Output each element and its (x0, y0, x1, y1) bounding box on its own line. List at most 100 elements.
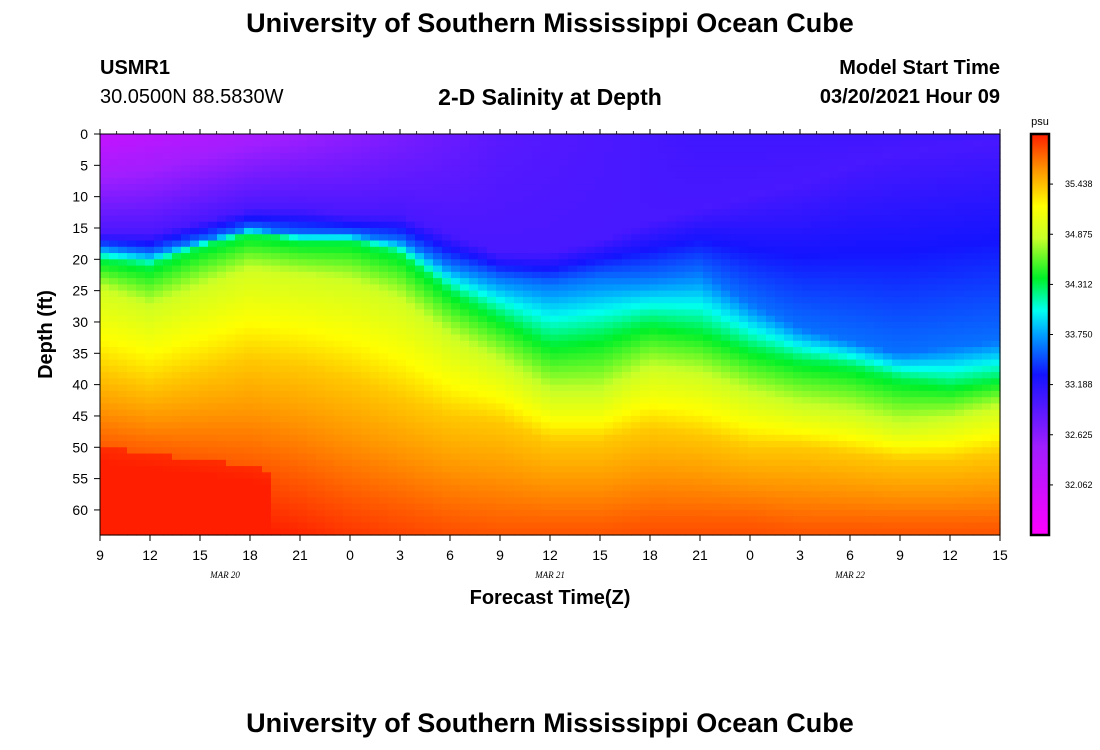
heatmap-cell (343, 309, 353, 317)
heatmap-cell (172, 484, 182, 492)
heatmap-cell (442, 434, 452, 442)
heatmap-cell (595, 315, 605, 323)
heatmap-cell (586, 390, 596, 398)
heatmap-cell (460, 447, 470, 455)
heatmap-cell (613, 409, 623, 417)
heatmap-cell (397, 190, 407, 198)
heatmap-cell (127, 478, 137, 486)
heatmap-cell (721, 146, 731, 154)
heatmap-cell (757, 328, 767, 336)
heatmap-cell (208, 353, 218, 361)
heatmap-cell (622, 259, 632, 267)
heatmap-cell (316, 152, 326, 160)
heatmap-cell (343, 215, 353, 223)
heatmap-cell (523, 296, 533, 304)
heatmap-cell (505, 315, 515, 323)
heatmap-cell (289, 315, 299, 323)
heatmap-cell (415, 177, 425, 185)
heatmap-cell (550, 347, 560, 354)
heatmap-cell (694, 184, 704, 191)
heatmap-cell (397, 472, 407, 480)
heatmap-cell (280, 397, 290, 405)
heatmap-cell (154, 171, 164, 179)
heatmap-cell (766, 384, 776, 392)
heatmap-cell (622, 459, 632, 467)
heatmap-cell (739, 234, 749, 242)
heatmap-cell (622, 146, 632, 154)
heatmap-cell (793, 165, 803, 173)
heatmap-cell (649, 146, 659, 154)
heatmap-cell (775, 140, 785, 148)
heatmap-cell (658, 159, 668, 166)
heatmap-cell (406, 409, 416, 417)
heatmap-cell (748, 372, 758, 379)
heatmap-cell (739, 434, 749, 442)
heatmap-cell (766, 152, 776, 160)
heatmap-cell (136, 321, 146, 329)
heatmap-cell (712, 165, 722, 173)
heatmap-cell (541, 253, 551, 260)
heatmap-cell (442, 403, 452, 411)
heatmap-cell (217, 315, 227, 323)
heatmap-cell (559, 472, 569, 480)
heatmap-cell (613, 296, 623, 304)
heatmap-cell (496, 359, 506, 367)
heatmap-cell (253, 365, 263, 373)
heatmap-cell (460, 209, 470, 217)
heatmap-cell (478, 340, 488, 348)
heatmap-cell (316, 415, 326, 423)
heatmap-cell (487, 303, 497, 311)
heatmap-cell (163, 246, 173, 254)
heatmap-cell (721, 397, 731, 405)
heatmap-cell (532, 516, 542, 524)
heatmap-cell (631, 159, 641, 166)
heatmap-cell (154, 447, 164, 455)
heatmap-cell (478, 409, 488, 417)
heatmap-cell (343, 340, 353, 348)
heatmap-cell (244, 240, 254, 248)
heatmap-cell (586, 347, 596, 354)
heatmap-cell (442, 159, 452, 166)
heatmap-cell (397, 415, 407, 423)
heatmap-cell (559, 259, 569, 267)
heatmap-cell (415, 378, 425, 386)
heatmap-cell (757, 271, 767, 279)
heatmap-cell (226, 171, 236, 179)
heatmap-cell (433, 140, 443, 148)
heatmap-cell (631, 509, 641, 517)
heatmap-cell (190, 240, 200, 248)
heatmap-cell (712, 509, 722, 517)
heatmap-cell (208, 221, 218, 229)
heatmap-cell (685, 409, 695, 417)
heatmap-cell (226, 202, 236, 210)
heatmap-cell (127, 390, 137, 398)
heatmap-cell (712, 372, 722, 379)
heatmap-cell (163, 397, 173, 405)
heatmap-cell (298, 190, 308, 198)
heatmap-cell (595, 303, 605, 311)
heatmap-cell (730, 209, 740, 217)
heatmap-cell (388, 171, 398, 179)
heatmap-cell (352, 384, 362, 392)
heatmap-cell (271, 165, 281, 173)
heatmap-cell (127, 146, 137, 154)
heatmap-cell (298, 484, 308, 492)
heatmap-cell (757, 390, 767, 398)
heatmap-cell (622, 497, 632, 505)
heatmap-cell (343, 315, 353, 323)
heatmap-cell (631, 497, 641, 505)
heatmap-cell (244, 384, 254, 392)
heatmap-cell (766, 441, 776, 448)
heatmap-cell (433, 159, 443, 166)
heatmap-cell (712, 434, 722, 442)
heatmap-cell (784, 190, 794, 198)
heatmap-cell (244, 441, 254, 448)
heatmap-cell (424, 522, 434, 530)
heatmap-cell (793, 265, 803, 273)
heatmap-cell (712, 378, 722, 386)
heatmap-cell (586, 472, 596, 480)
heatmap-cell (568, 296, 578, 304)
heatmap-cell (451, 321, 461, 329)
heatmap-cell (172, 472, 182, 480)
heatmap-cell (748, 509, 758, 517)
